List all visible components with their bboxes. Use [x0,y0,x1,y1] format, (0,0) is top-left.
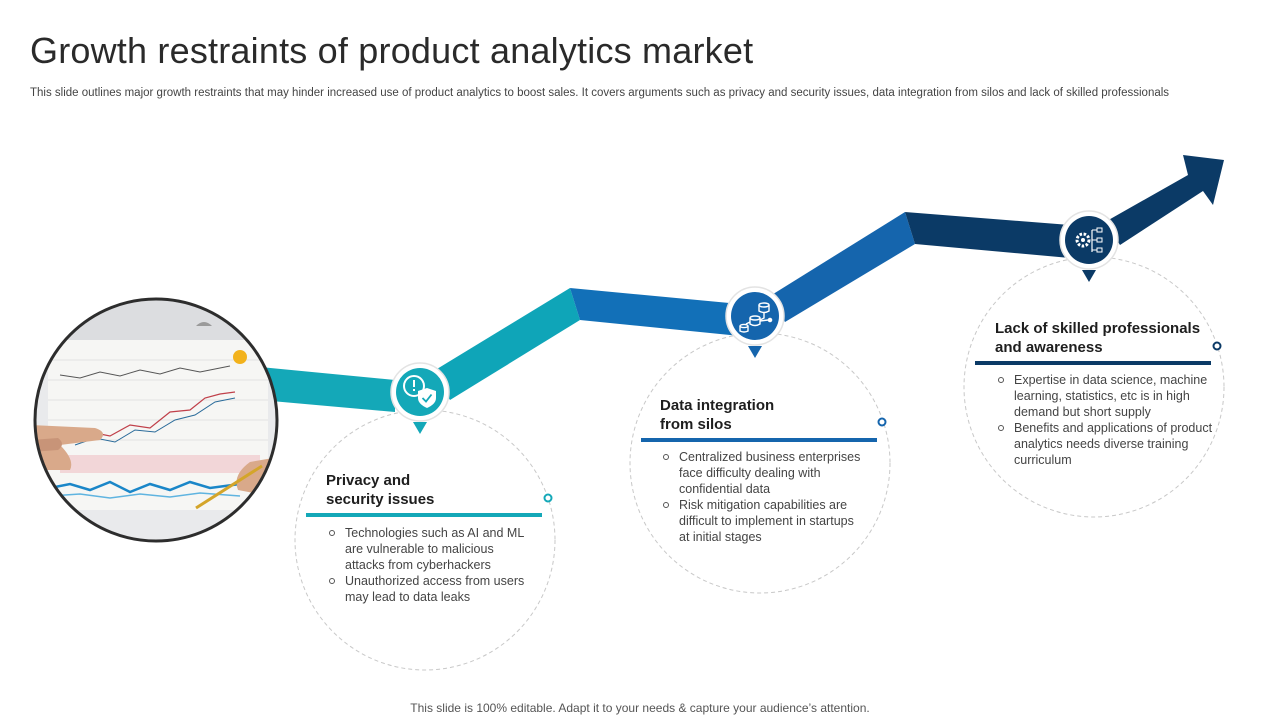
analytics-photo [33,297,279,543]
card-title-line: Privacy and [326,472,411,489]
card-title-line: security issues [326,491,435,508]
list-item: Expertise in data science, machine learn… [996,372,1224,420]
arrow-segment-1 [260,367,395,412]
dot-privacy [543,493,553,503]
list-item: Centralized business enterprises face di… [661,449,861,497]
card-title-line: Data integration [660,397,775,414]
dot-integration [877,417,887,427]
card-list-skills: Expertise in data science, machine learn… [996,372,1224,468]
footer-note: This slide is 100% editable. Adapt it to… [410,701,870,715]
list-item: Unauthorized access from users may lead … [327,573,532,605]
card-list-privacy: Technologies such as AI and ML are vulne… [327,525,532,605]
card-title-privacy: Privacy and security issues [326,471,434,509]
list-item: Benefits and applications of product ana… [996,420,1224,468]
arrow-segment-5 [905,212,1070,258]
card-list-integration: Centralized business enterprises face di… [661,449,861,545]
arrow-segment-4 [770,212,915,322]
list-item: Risk mitigation capabilities are difficu… [661,497,861,545]
card-title-line: Lack of skilled professionals [995,320,1201,337]
card-title-line: and awareness [995,339,1103,356]
shield-check-icon [390,362,450,434]
list-item: Technologies such as AI and ML are vulne… [327,525,532,573]
gear-checklist-icon [1059,210,1119,282]
card-title-skills: Lack of skilled professionals and awaren… [995,319,1200,357]
card-title-integration: Data integration from silos [660,396,774,434]
page-title: Growth restraints of product analytics m… [30,30,754,71]
arrow-segment-2 [432,288,580,400]
dot-skills [1212,341,1222,351]
arrow-head [1105,155,1224,245]
card-title-line: from silos [660,416,732,433]
database-network-icon [725,286,785,358]
page-subtitle: This slide outlines major growth restrai… [30,87,1170,99]
arrow-segment-3 [570,288,740,336]
